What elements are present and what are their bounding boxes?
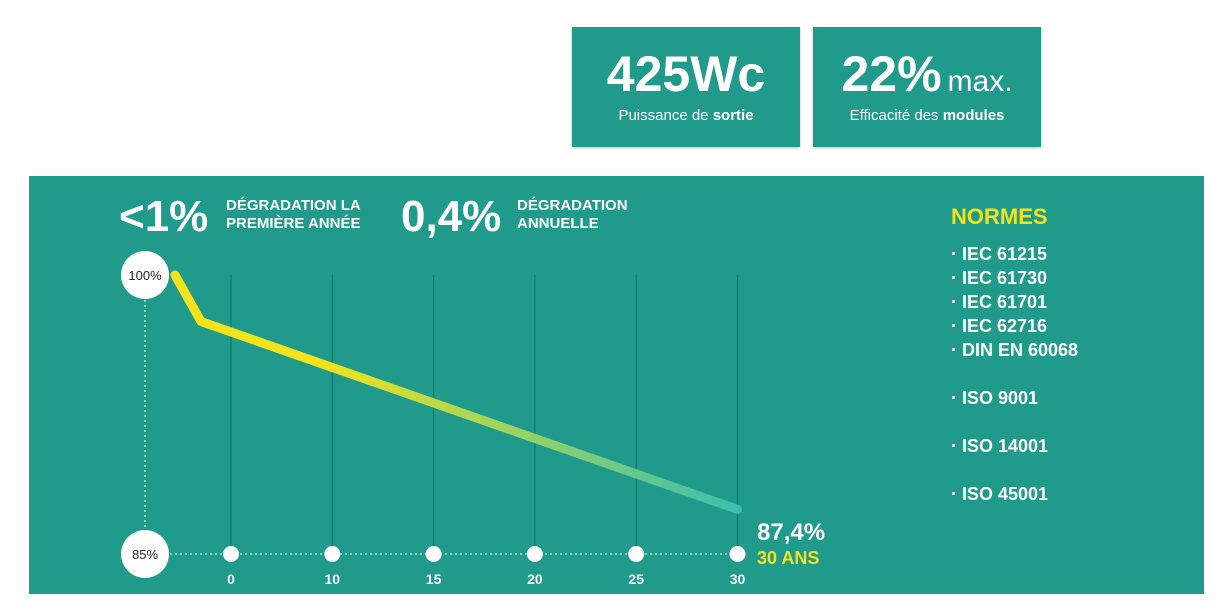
module-efficiency-value: 22% max. <box>841 46 1013 102</box>
x-tick-dot <box>324 546 341 562</box>
degradation-line <box>170 270 742 514</box>
output-power-card: 425Wc Puissance de sortie <box>572 27 800 147</box>
x-tick-dot <box>425 546 442 562</box>
y-label-85: 85% <box>132 547 158 562</box>
norms-title: NORMES <box>951 204 1048 229</box>
x-tick-label: 15 <box>426 571 442 587</box>
norm-item: · DIN EN 60068 <box>951 340 1079 360</box>
x-tick-label: 25 <box>628 571 644 587</box>
degradation-panel: <1% DÉGRADATION LA PREMIÈRE ANNÉE 0,4% DÉ… <box>29 176 1204 594</box>
output-power-value: 425Wc <box>606 46 766 102</box>
module-efficiency-card: 22% max. Efficacité des modules <box>813 27 1041 147</box>
y-label-85-bubble <box>121 530 169 578</box>
x-tick-dot <box>223 546 239 562</box>
first-year-degradation: <1% DÉGRADATION LA PREMIÈRE ANNÉE <box>119 192 389 242</box>
norm-item: · IEC 61730 <box>951 268 1048 288</box>
norm-item: · ISO 14001 <box>951 436 1049 456</box>
x-tick-dot <box>628 546 645 562</box>
norm-item: · ISO 9001 <box>951 388 1039 408</box>
end-value-label: 87,4% <box>757 519 826 546</box>
norm-item: · IEC 62716 <box>951 316 1048 336</box>
y-label-100-bubble <box>121 251 169 299</box>
module-efficiency-caption: Efficacité des modules <box>849 107 1005 124</box>
x-tick-dot <box>526 546 543 562</box>
x-tick-label: 10 <box>325 571 341 587</box>
annual-degradation-value: 0,4% <box>401 192 502 241</box>
output-power-caption: Puissance de sortie <box>618 107 754 124</box>
annual-degradation-label: DÉGRADATION ANNUELLE <box>517 197 628 232</box>
annual-degradation: 0,4% DÉGRADATION ANNUELLE <box>401 192 681 242</box>
x-tick-dot <box>729 546 746 562</box>
norm-item: · IEC 61701 <box>951 292 1048 312</box>
norm-item: · ISO 45001 <box>951 484 1049 504</box>
y-label-100: 100% <box>128 268 162 283</box>
end-years-label: 30 ANS <box>757 548 820 568</box>
x-tick-label: 0 <box>227 571 235 587</box>
norm-item: · IEC 61215 <box>951 244 1048 264</box>
first-year-degradation-value: <1% <box>119 192 209 241</box>
degradation-chart: 0 10 15 20 25 30 100% 85% <box>121 251 746 587</box>
x-tick-label: 20 <box>527 571 543 587</box>
first-year-degradation-label: DÉGRADATION LA PREMIÈRE ANNÉE <box>226 197 361 232</box>
norms-list: NORMES · IEC 61215 · IEC 61730 · IEC 617… <box>951 204 1191 506</box>
x-tick-label: 30 <box>730 571 746 587</box>
